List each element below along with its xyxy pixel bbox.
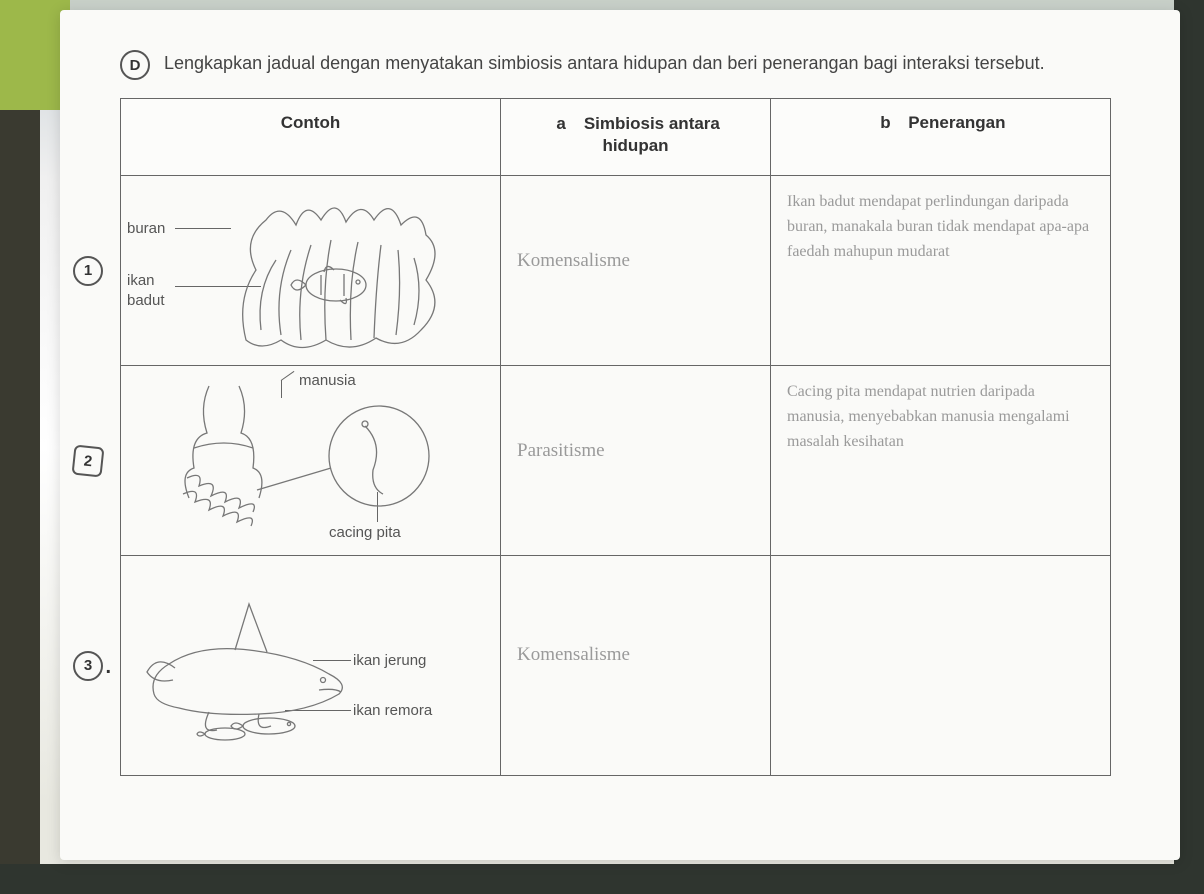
header-penerangan: b Penerangan bbox=[771, 99, 1111, 176]
answer-b-1: Ikan badut mendapat perlindungan daripad… bbox=[771, 176, 1111, 366]
table-header-row: Contoh a Simbiosis antara hidupan b Pene… bbox=[121, 99, 1111, 176]
handwritten-explanation: Cacing pita mendapat nutrien daripada ma… bbox=[787, 380, 1094, 454]
background-left bbox=[0, 110, 40, 894]
row-number-3: 3 bbox=[73, 651, 103, 681]
question-number-badge: D bbox=[120, 50, 150, 80]
leader-line bbox=[175, 228, 231, 229]
question-instruction: Lengkapkan jadual dengan menyatakan simb… bbox=[164, 50, 1045, 76]
header-a-letter: a bbox=[551, 113, 571, 135]
handwritten-explanation: Ikan badut mendapat perlindungan daripad… bbox=[787, 190, 1094, 264]
answer-b-2: Cacing pita mendapat nutrien daripada ma… bbox=[771, 366, 1111, 556]
example-cell-3: 3 ikan jerung ikan remora bbox=[121, 556, 501, 776]
shark-remora-icon bbox=[139, 584, 369, 754]
label-buran: buran bbox=[127, 220, 165, 237]
handwritten-answer: Komensalisme bbox=[517, 246, 754, 275]
header-a-line2: hidupan bbox=[602, 136, 668, 155]
example-cell-1: 1 buran ikan badut bbox=[121, 176, 501, 366]
label-badut: badut bbox=[127, 292, 165, 309]
table-row: 2 manusia cacing pita bbox=[121, 366, 1111, 556]
symbiosis-table: Contoh a Simbiosis antara hidupan b Pene… bbox=[120, 98, 1111, 776]
background-bottom bbox=[0, 864, 1204, 894]
answer-a-3: Komensalisme bbox=[501, 556, 771, 776]
header-a-line1: Simbiosis antara bbox=[584, 114, 720, 133]
label-ikan: ikan bbox=[127, 272, 155, 289]
answer-b-3 bbox=[771, 556, 1111, 776]
table-row: 3 ikan jerung ikan remora bbox=[121, 556, 1111, 776]
worksheet-page: D Lengkapkan jadual dengan menyatakan si… bbox=[60, 10, 1180, 860]
anemone-clownfish-icon bbox=[226, 190, 451, 355]
example-cell-2: 2 manusia cacing pita bbox=[121, 366, 501, 556]
row-number-2: 2 bbox=[72, 444, 105, 477]
header-b-letter: b bbox=[875, 113, 895, 133]
answer-a-1: Komensalisme bbox=[501, 176, 771, 366]
header-simbiosis: a Simbiosis antara hidupan bbox=[501, 99, 771, 176]
question-row: D Lengkapkan jadual dengan menyatakan si… bbox=[120, 50, 1140, 80]
human-intestine-tapeworm-icon bbox=[149, 378, 469, 546]
answer-a-2: Parasitisme bbox=[501, 366, 771, 556]
handwritten-answer: Komensalisme bbox=[517, 640, 754, 669]
handwritten-answer: Parasitisme bbox=[517, 436, 754, 465]
header-b-text: Penerangan bbox=[908, 113, 1005, 132]
header-example: Contoh bbox=[121, 99, 501, 176]
table-row: 1 buran ikan badut bbox=[121, 176, 1111, 366]
row-number-1: 1 bbox=[73, 256, 103, 286]
